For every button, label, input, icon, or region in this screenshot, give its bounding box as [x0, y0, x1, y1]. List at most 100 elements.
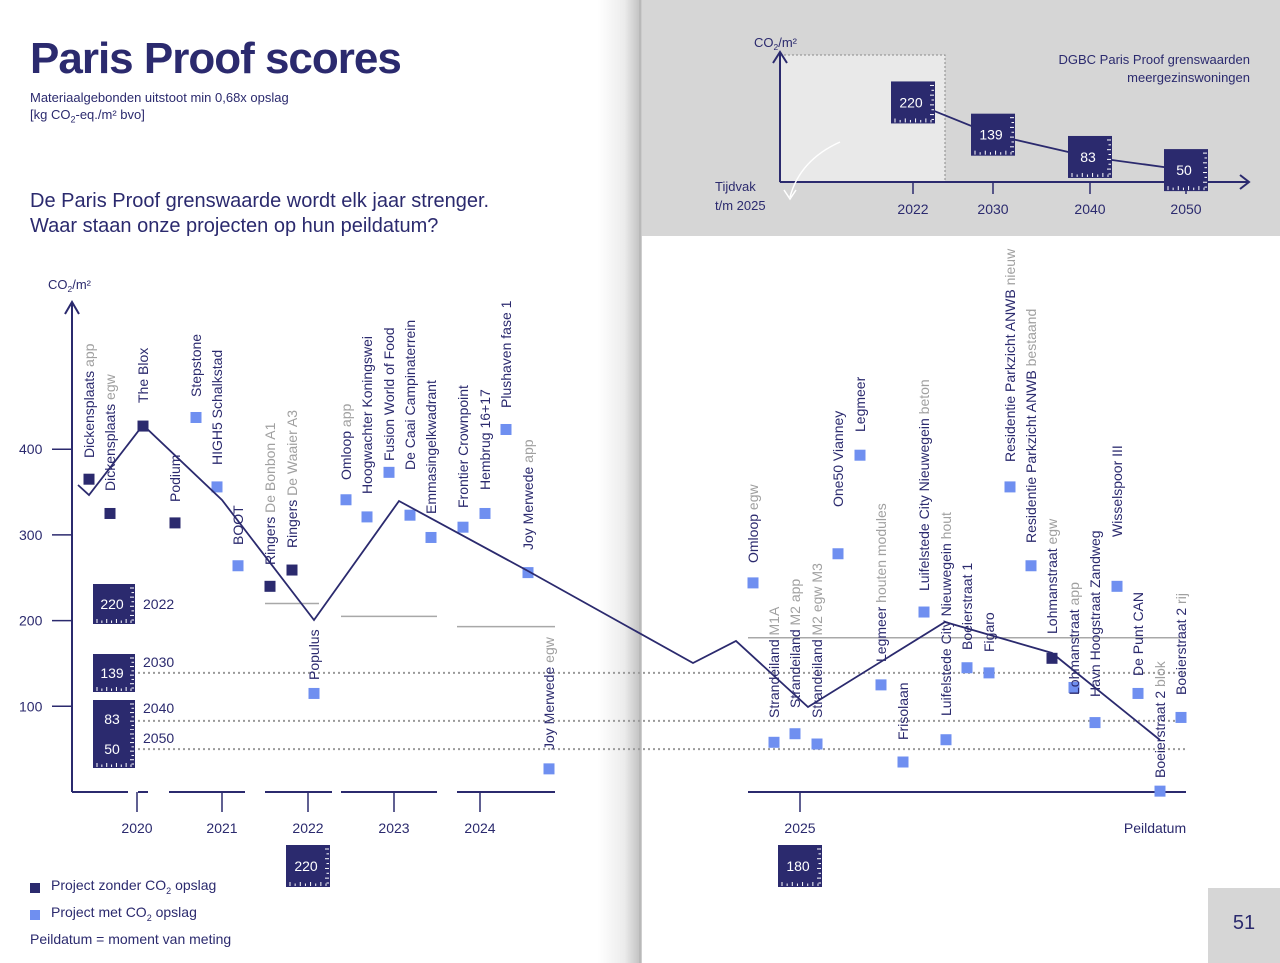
subtitle-unit-pre: [kg CO: [30, 107, 71, 122]
page-number: 51: [1232, 912, 1256, 934]
project-marker: [1175, 711, 1187, 723]
limit-box-year-2030: 2030: [143, 654, 174, 670]
intro-question: De Paris Proof grenswaarde wordt elk jaa…: [30, 189, 489, 239]
inset-annotation-line-2: t/m 2025: [715, 198, 766, 213]
project-label: Havn Hoogstraat Zandweg: [1087, 530, 1103, 697]
period-badge-2022: 220: [286, 845, 330, 887]
project-marker: [308, 687, 320, 699]
legend-item-with-storage: Project met CO2 opslag: [30, 902, 231, 929]
project-marker: [789, 728, 801, 740]
subtitle-unit-post: -eq./m² bvo]: [75, 107, 145, 122]
project-marker: [83, 473, 95, 485]
x-year-label: 2022: [292, 820, 323, 836]
project-marker: [1046, 652, 1058, 664]
project-label: Residentie Parkzicht ANWB nieuw: [1002, 248, 1018, 462]
project-marker: [854, 449, 866, 461]
legend-label-without: Project zonder CO2 opslag: [51, 875, 216, 902]
project-label: Wisselspoor III: [1109, 445, 1125, 537]
inset-title-line-1: DGBC Paris Proof grenswaarden: [1059, 52, 1250, 67]
project-marker: [875, 679, 887, 691]
project-label: Strandeiland M2 egw M3: [809, 563, 825, 718]
grenswaarden-panel: [641, 0, 1280, 236]
inset-value-badge-value: 83: [1080, 149, 1096, 165]
project-marker: [479, 507, 491, 519]
period-badge-2022-box: [286, 845, 330, 887]
project-marker: [211, 481, 223, 493]
inset-line: [912, 101, 1187, 171]
x-year-label: 2023: [378, 820, 409, 836]
y-axis-arrow: [64, 300, 80, 315]
project-marker: [1111, 580, 1123, 592]
project-label: Boeierstraat 2 blok: [1152, 660, 1168, 778]
project-marker: [983, 667, 995, 679]
period-badge-2022-value: 220: [294, 858, 318, 874]
project-marker: [500, 423, 512, 435]
y-axis-label: CO2/m²: [48, 277, 92, 294]
limit-box-2022: 220: [93, 584, 135, 624]
subtitle-unit-sub: 2: [70, 114, 76, 125]
legend-with-pre: Project met CO: [51, 903, 147, 920]
project-label: Boeierstraat 1: [959, 563, 975, 650]
project-label: Omloop app: [338, 404, 354, 480]
project-marker: [832, 548, 844, 560]
project-label: Strandeiland M2 app: [787, 579, 803, 708]
project-label: Populus: [306, 629, 322, 680]
project-label: Omloop egw: [745, 484, 761, 563]
project-label: Emmasingelkwadrant: [423, 380, 439, 514]
inset-y-label: CO2/m²: [754, 35, 798, 52]
project-marker: [1068, 681, 1080, 693]
project-label: Ringers De Bonbon A1: [262, 422, 278, 565]
limit-box-year-2022: 2022: [143, 596, 174, 612]
question-line-1: De Paris Proof grenswaarde wordt elk jaa…: [30, 190, 490, 212]
project-marker: [190, 411, 202, 423]
page-title: Paris Proof scores: [30, 34, 402, 83]
limit-box-2022-value: 220: [100, 596, 124, 612]
project-marker: [286, 564, 298, 576]
limit-box-year-2050: 2050: [143, 730, 174, 746]
inset-value-badge: 220: [891, 81, 935, 124]
inset-x-label: 2030: [977, 201, 1008, 217]
left-page: [0, 0, 638, 963]
project-marker: [169, 517, 181, 529]
inset-annotation-arrowhead: [783, 189, 797, 201]
project-label: Legmeer houten modules: [873, 503, 889, 662]
question-line-2: Waar staan onze projecten op hun peildat…: [30, 215, 439, 237]
project-label: Hembrug 16+17: [477, 389, 493, 490]
inset-value-badge-value: 220: [899, 94, 923, 110]
project-marker: [383, 466, 395, 478]
project-marker: [264, 580, 276, 592]
project-label: Lohmanstraat app: [1066, 582, 1082, 695]
project-marker: [543, 763, 555, 775]
project-marker: [1089, 717, 1101, 729]
project-label: Joy Merwede egw: [541, 636, 557, 750]
limit-box-2030-value: 139: [100, 665, 124, 681]
project-marker: [747, 577, 759, 589]
project-marker: [811, 738, 823, 750]
project-label: Ringers De Waaier A3: [284, 410, 300, 548]
project-label: One50 Vianney: [830, 411, 846, 507]
project-label: Strandeiland M1A: [766, 606, 782, 718]
project-label: Frisolaan: [895, 682, 911, 740]
project-marker: [897, 756, 909, 768]
period-badge-2025-box: [778, 845, 822, 887]
project-label: Joy Merwede app: [520, 439, 536, 550]
inset-annotation-line-1: Tijdvak: [715, 179, 756, 194]
subtitle-line-1: Materiaalgebonden uitstoot min 0,68x ops…: [30, 90, 289, 105]
project-label: Fusion World of Food: [381, 327, 397, 461]
legend-without-pre: Project zonder CO: [51, 877, 167, 893]
inset-value-badge-box: [1068, 135, 1112, 178]
project-marker: [918, 606, 930, 618]
y-tick-label: 200: [19, 613, 43, 629]
y-tick-label: 300: [19, 527, 43, 543]
inset-y-axis-arrow: [772, 50, 788, 64]
project-marker: [940, 734, 952, 746]
y-tick-label: 100: [19, 698, 43, 714]
project-marker: [1025, 560, 1037, 572]
legend-with-post: opslag: [151, 903, 197, 920]
period-badge-2025-value: 180: [786, 858, 810, 874]
project-marker: [361, 511, 373, 523]
project-label: BOOT: [230, 505, 246, 545]
inset-value-badge-box: [1164, 149, 1208, 192]
project-label: Dickensplaats app: [81, 343, 97, 458]
project-label: Podium: [167, 455, 183, 502]
